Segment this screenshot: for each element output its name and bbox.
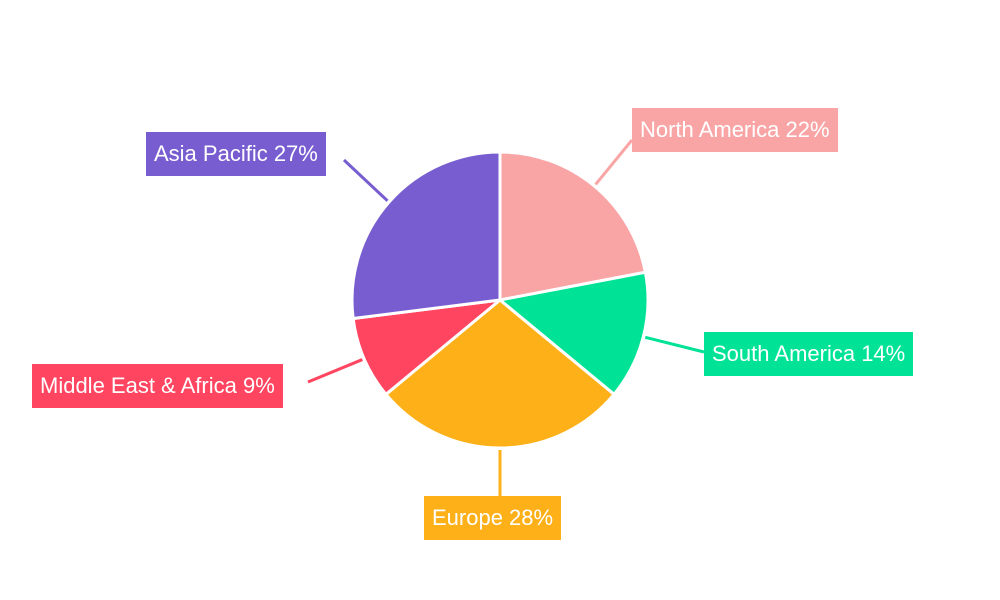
leader-line [594, 139, 634, 186]
data-label: North America 22% [632, 108, 838, 152]
pie-slice-north-america[interactable] [498, 150, 648, 302]
data-label: Europe 28% [424, 496, 562, 540]
leader-line [644, 335, 705, 354]
data-label: Asia Pacific 27% [146, 132, 326, 176]
leader-line [307, 358, 363, 384]
pie-slice-middle-east-africa[interactable] [351, 297, 505, 397]
pie-slice-europe[interactable] [383, 298, 617, 450]
data-label: Middle East & Africa 9% [32, 364, 283, 408]
data-label: South America 14% [704, 332, 914, 376]
pie-slice-asia-pacific[interactable] [350, 150, 502, 321]
pie-slice-south-america[interactable] [496, 270, 650, 397]
leader-line [342, 158, 389, 202]
